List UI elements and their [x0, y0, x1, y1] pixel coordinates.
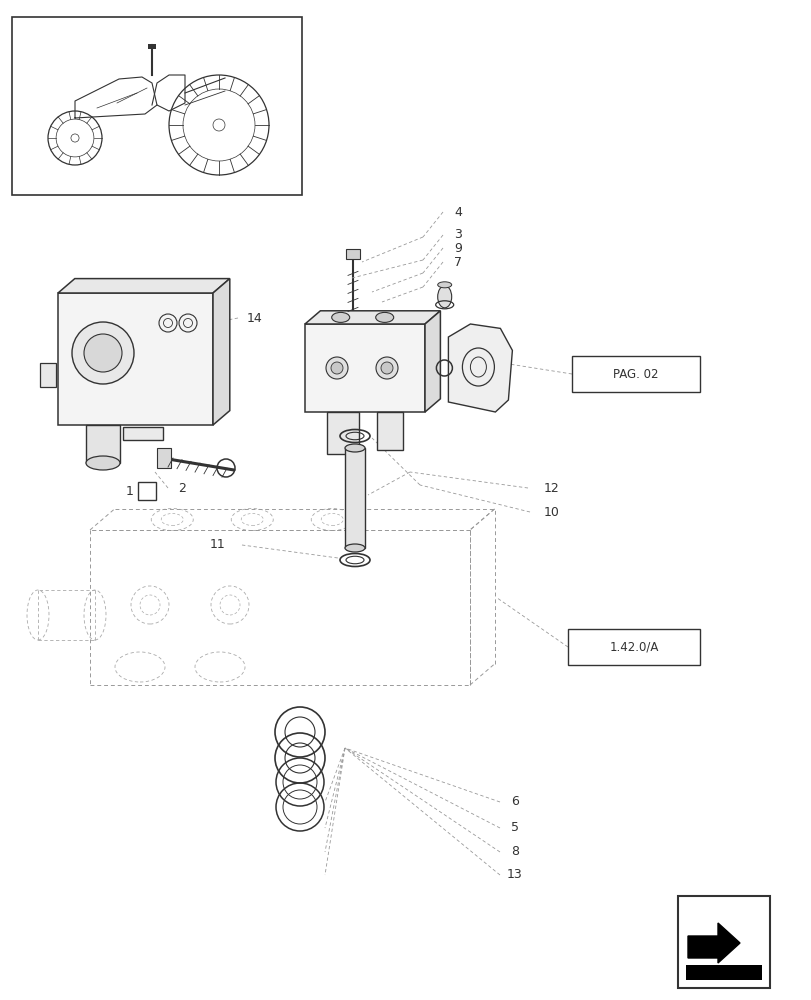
- Ellipse shape: [375, 312, 393, 322]
- Text: 8: 8: [510, 845, 518, 858]
- Bar: [345, 249, 359, 259]
- Ellipse shape: [331, 362, 342, 374]
- Text: PAG. 02: PAG. 02: [612, 367, 658, 380]
- Bar: [685, 965, 761, 980]
- Polygon shape: [448, 324, 512, 412]
- Polygon shape: [327, 412, 358, 454]
- Bar: [12, 17, 302, 195]
- Text: 4: 4: [453, 206, 461, 219]
- Ellipse shape: [437, 286, 451, 308]
- Polygon shape: [305, 324, 424, 412]
- Text: 10: 10: [543, 505, 560, 518]
- Bar: [148, 44, 156, 49]
- Text: 2: 2: [178, 482, 186, 494]
- Ellipse shape: [375, 357, 397, 379]
- Text: 1: 1: [126, 486, 134, 498]
- Ellipse shape: [345, 444, 365, 452]
- Polygon shape: [86, 425, 120, 463]
- Text: 6: 6: [510, 795, 518, 808]
- Ellipse shape: [437, 282, 451, 288]
- Polygon shape: [212, 279, 230, 425]
- Text: 13: 13: [507, 868, 522, 882]
- Polygon shape: [122, 427, 163, 440]
- Bar: [571, 356, 699, 392]
- Text: 7: 7: [453, 255, 461, 268]
- Text: 3: 3: [453, 229, 461, 241]
- Polygon shape: [40, 363, 56, 387]
- Polygon shape: [58, 279, 230, 293]
- Ellipse shape: [84, 334, 122, 372]
- Ellipse shape: [380, 362, 393, 374]
- Bar: [345, 448, 365, 548]
- Polygon shape: [687, 923, 739, 963]
- Bar: [157, 448, 171, 468]
- Ellipse shape: [331, 312, 350, 322]
- Text: 9: 9: [453, 241, 461, 254]
- Ellipse shape: [345, 544, 365, 552]
- Ellipse shape: [72, 322, 134, 384]
- Ellipse shape: [325, 357, 348, 379]
- Ellipse shape: [86, 456, 120, 470]
- Text: 14: 14: [247, 312, 263, 324]
- Text: 5: 5: [510, 821, 518, 834]
- Text: 11: 11: [210, 538, 225, 551]
- Polygon shape: [305, 311, 440, 324]
- Polygon shape: [58, 293, 212, 425]
- Polygon shape: [424, 311, 440, 412]
- Text: 1.42.0/A: 1.42.0/A: [608, 640, 658, 653]
- Polygon shape: [376, 412, 402, 450]
- Bar: [138, 482, 156, 500]
- Text: 12: 12: [543, 482, 560, 494]
- Bar: [677, 896, 769, 988]
- Bar: [568, 629, 699, 665]
